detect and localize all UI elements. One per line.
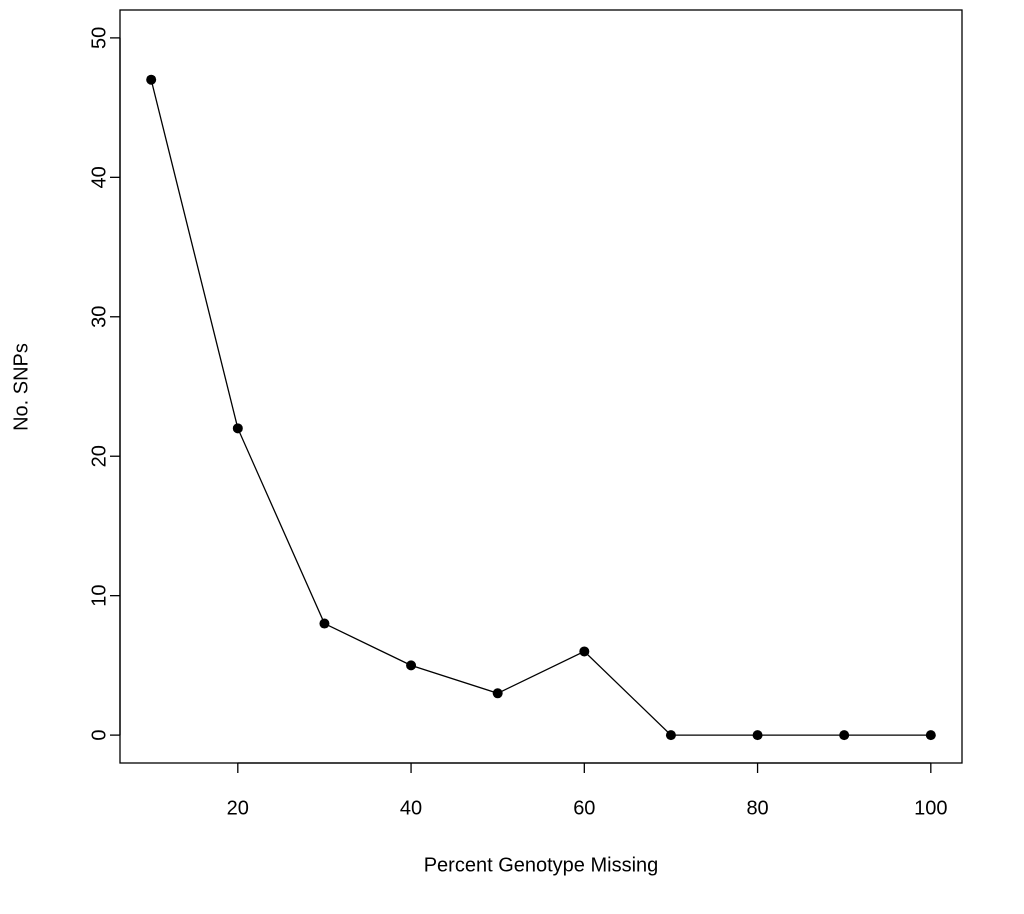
data-point	[752, 730, 763, 741]
data-point	[146, 74, 157, 85]
data-line	[150, 79, 931, 736]
x-tick-label: 100	[914, 797, 947, 819]
data-point	[839, 730, 850, 741]
y-tick-label: 40	[88, 166, 110, 188]
data-point	[492, 688, 503, 699]
plot-box	[119, 9, 963, 764]
y-tick-label: 0	[88, 730, 110, 741]
data-point	[925, 730, 936, 741]
data-point	[579, 646, 590, 657]
y-tick-label: 20	[88, 445, 110, 467]
x-tick-label: 20	[227, 797, 249, 819]
data-point	[665, 730, 676, 741]
x-axis-label: Percent Genotype Missing	[424, 854, 659, 876]
y-tick-label: 10	[88, 585, 110, 607]
x-tick-label: 80	[746, 797, 768, 819]
y-tick-label: 50	[88, 27, 110, 49]
data-point	[232, 423, 243, 434]
x-tick-label: 60	[573, 797, 595, 819]
y-axis-label: No. SNPs	[10, 343, 32, 431]
y-tick-label: 30	[88, 306, 110, 328]
data-point	[406, 660, 417, 671]
data-point	[319, 618, 330, 629]
x-tick-label: 40	[400, 797, 422, 819]
